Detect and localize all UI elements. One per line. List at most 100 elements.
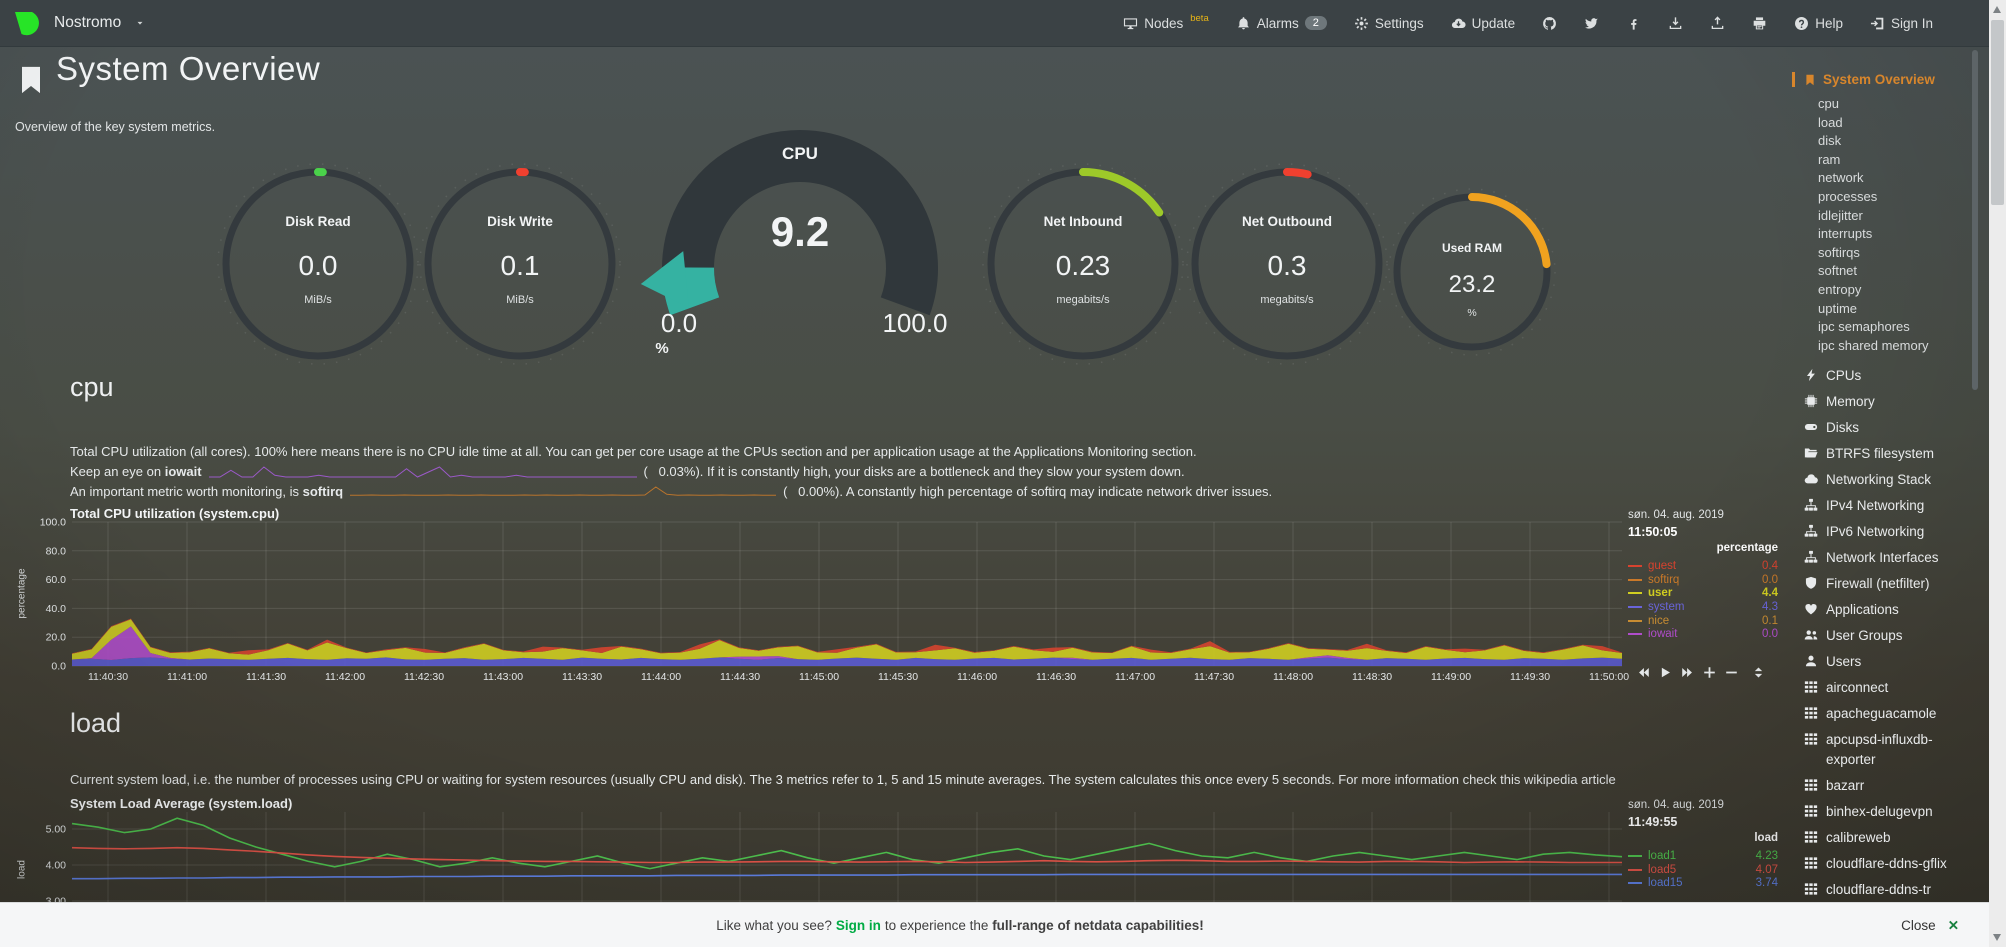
gauge-value: 0.0 — [298, 250, 338, 281]
print-icon — [1753, 16, 1766, 29]
cpu-gauge[interactable]: CPU 9.2 0.0 100.0 % — [640, 118, 960, 363]
close-banner-button[interactable]: Close — [1901, 918, 1936, 933]
nav-alarms[interactable]: Alarms 2 — [1236, 16, 1327, 31]
sidebar-item-network-interfaces[interactable]: Network Interfaces — [1804, 545, 1978, 571]
nav-nodes[interactable]: Nodes beta — [1123, 13, 1209, 31]
sidebar-item-disks[interactable]: Disks — [1804, 415, 1978, 441]
sidebar-item-memory[interactable]: Memory — [1804, 389, 1978, 415]
host-selector[interactable]: Nostromo — [12, 0, 145, 46]
memory-icon — [1804, 395, 1818, 408]
cpu-gauge-unit: % — [655, 340, 669, 357]
cpu-legend-row-system[interactable]: system 4.3 — [1628, 600, 1778, 614]
sidebar-subitem-softnet[interactable]: softnet — [1818, 263, 1858, 279]
sidebar-item-airconnect[interactable]: airconnect — [1804, 675, 1978, 701]
sidebar-item-binhex-delugevpn[interactable]: binhex-delugevpn — [1804, 799, 1978, 825]
nav-help[interactable]: Help — [1794, 16, 1843, 31]
gauge-disk-read[interactable]: Disk Read 0.0 MiB/s — [208, 154, 428, 374]
sidebar-item-calibreweb[interactable]: calibreweb — [1804, 825, 1978, 851]
users-icon — [1804, 630, 1818, 640]
scrollbar-up-arrow[interactable] — [1993, 6, 2001, 13]
nav-update[interactable]: Update — [1451, 16, 1515, 31]
sidebar-item-firewall-netfilter[interactable]: Firewall (netfilter) — [1804, 571, 1978, 597]
sidebar-subitem-ipc-shared-memory[interactable]: ipc shared memory — [1818, 337, 1929, 353]
sidebar-item-applications[interactable]: Applications — [1804, 597, 1978, 623]
cpu-chart-legend: søn. 04. aug. 2019 11:50:05 percentage g… — [1628, 509, 1778, 641]
sidebar-subitem-entropy[interactable]: entropy — [1818, 281, 1862, 297]
cpu-chart-resize-handle[interactable] — [1752, 666, 1765, 679]
footer-sign-in-link[interactable]: Sign in — [835, 918, 881, 933]
sidebar-subitem-disk[interactable]: disk — [1818, 133, 1842, 149]
iowait-sparkline — [202, 464, 644, 479]
nav-github[interactable] — [1542, 16, 1557, 31]
svg-text:11:41:00: 11:41:00 — [167, 671, 207, 683]
sidebar-subitem-processes[interactable]: processes — [1818, 188, 1878, 204]
sidebar-item-user-groups[interactable]: User Groups — [1804, 623, 1978, 649]
gauge-disk-write[interactable]: Disk Write 0.1 MiB/s — [410, 154, 630, 374]
chart-plus-button[interactable] — [1703, 666, 1716, 679]
sidebar-subitem-ram[interactable]: ram — [1818, 151, 1841, 167]
sidebar-subitem-network[interactable]: network — [1818, 170, 1864, 186]
series-dash-icon — [1628, 633, 1642, 636]
gauge-net-outbound[interactable]: Net Outbound 0.3 megabits/s — [1177, 154, 1397, 374]
sidebar-subitem-cpu[interactable]: cpu — [1818, 96, 1839, 111]
sidebar-subitem-ipc-semaphores[interactable]: ipc semaphores — [1818, 319, 1910, 335]
load-legend-row-load1[interactable]: load1 4.23 — [1628, 849, 1778, 863]
scrollbar-thumb[interactable] — [1991, 20, 2004, 205]
sidebar-item-ipv6-networking[interactable]: IPv6 Networking — [1804, 519, 1978, 545]
sidebar-subitem-load[interactable]: load — [1818, 114, 1843, 130]
svg-text:11:44:00: 11:44:00 — [641, 671, 681, 683]
close-x-icon[interactable]: ✕ — [1947, 918, 1959, 933]
nav-download[interactable] — [1668, 16, 1683, 31]
sidebar-item-apacheguacamole[interactable]: apacheguacamole — [1804, 701, 1978, 727]
chart-minus-button[interactable] — [1725, 666, 1738, 679]
scrollbar-down-arrow[interactable] — [1993, 934, 2001, 941]
bolt-icon — [1806, 369, 1815, 382]
nav-sign-in[interactable]: Sign In — [1870, 16, 1933, 31]
sidebar-item-apcupsd-influxdb-exporter[interactable]: apcupsd-influxdb-exporter — [1804, 727, 1978, 773]
sidebar-item-ipv4-networking[interactable]: IPv4 Networking — [1804, 493, 1978, 519]
chart-rewind-button[interactable] — [1637, 666, 1650, 679]
cpu-chart[interactable]: 0.0 20.0 40.0 60.0 80.0 100.0 11:40:30 11:41:00… — [0, 505, 1790, 697]
sidebar-item-users[interactable]: Users — [1804, 649, 1978, 675]
cpu-legend-row-nice[interactable]: nice 0.1 — [1628, 614, 1778, 628]
cpu-legend-row-iowait[interactable]: iowait 0.0 — [1628, 627, 1778, 641]
cpu-legend-row-softirq[interactable]: softirq 0.0 — [1628, 573, 1778, 587]
gauge-used-ram[interactable]: Used RAM 23.2 % — [1379, 179, 1565, 365]
chart-play-button[interactable] — [1659, 666, 1672, 679]
forward-icon — [1682, 668, 1692, 677]
load-legend-row-load15[interactable]: load15 3.74 — [1628, 876, 1778, 890]
sidebar-item-cloudflare-ddns-gflix[interactable]: cloudflare-ddns-gflix — [1804, 851, 1978, 877]
nav-twitter[interactable] — [1584, 16, 1599, 31]
disk-write-ring — [419, 163, 621, 365]
gauge-net-inbound[interactable]: Net Inbound 0.23 megabits/s — [973, 154, 1193, 374]
sidebar-item-system-overview[interactable]: System Overview — [1792, 72, 1978, 87]
sidebar-subitem-idlejitter[interactable]: idlejitter — [1818, 207, 1863, 223]
load-chart[interactable]: 5.004.003.00 — [0, 795, 1790, 947]
sidebar-item-cpus[interactable]: CPUs — [1804, 363, 1978, 389]
nav-settings[interactable]: Settings — [1354, 16, 1424, 31]
top-navbar: Nostromo Nodes beta Alarms 2 Settings Update H… — [0, 0, 1989, 47]
sidebar-item-btrfs-filesystem[interactable]: BTRFS filesystem — [1804, 441, 1978, 467]
nav-print[interactable] — [1752, 16, 1767, 31]
sidebar-scrollbar-thumb[interactable] — [1972, 50, 1978, 390]
nav-facebook[interactable] — [1626, 16, 1641, 31]
gauge-unit: MiB/s — [304, 294, 332, 306]
cpu-gauge-value: 9.2 — [770, 208, 830, 255]
load-legend-row-load5[interactable]: load5 4.07 — [1628, 863, 1778, 877]
cpu-chart-toolbar — [1637, 666, 1738, 679]
sidebar-item-bazarr[interactable]: bazarr — [1804, 773, 1978, 799]
sidebar-subitem-softirqs[interactable]: softirqs — [1818, 244, 1860, 260]
chart-forward-button[interactable] — [1681, 666, 1694, 679]
sidebar-item-networking-stack[interactable]: Networking Stack — [1804, 467, 1978, 493]
bell-icon — [1237, 16, 1249, 29]
nav-upload[interactable] — [1710, 15, 1725, 31]
series-dash-icon — [1628, 578, 1642, 581]
sidebar-item-cloudflare-ddns-tr[interactable]: cloudflare-ddns-tr — [1804, 877, 1978, 903]
netdata-logo-icon — [15, 12, 39, 36]
sidebar-subitem-interrupts[interactable]: interrupts — [1818, 226, 1873, 242]
sidebar-subitem-uptime[interactable]: uptime — [1818, 300, 1858, 316]
cpu-legend-row-guest[interactable]: guest 0.4 — [1628, 559, 1778, 573]
gauge-label: Used RAM — [1441, 241, 1502, 255]
cpu-legend-row-user[interactable]: user 4.4 — [1628, 586, 1778, 600]
page-scrollbar[interactable] — [1989, 0, 2006, 947]
